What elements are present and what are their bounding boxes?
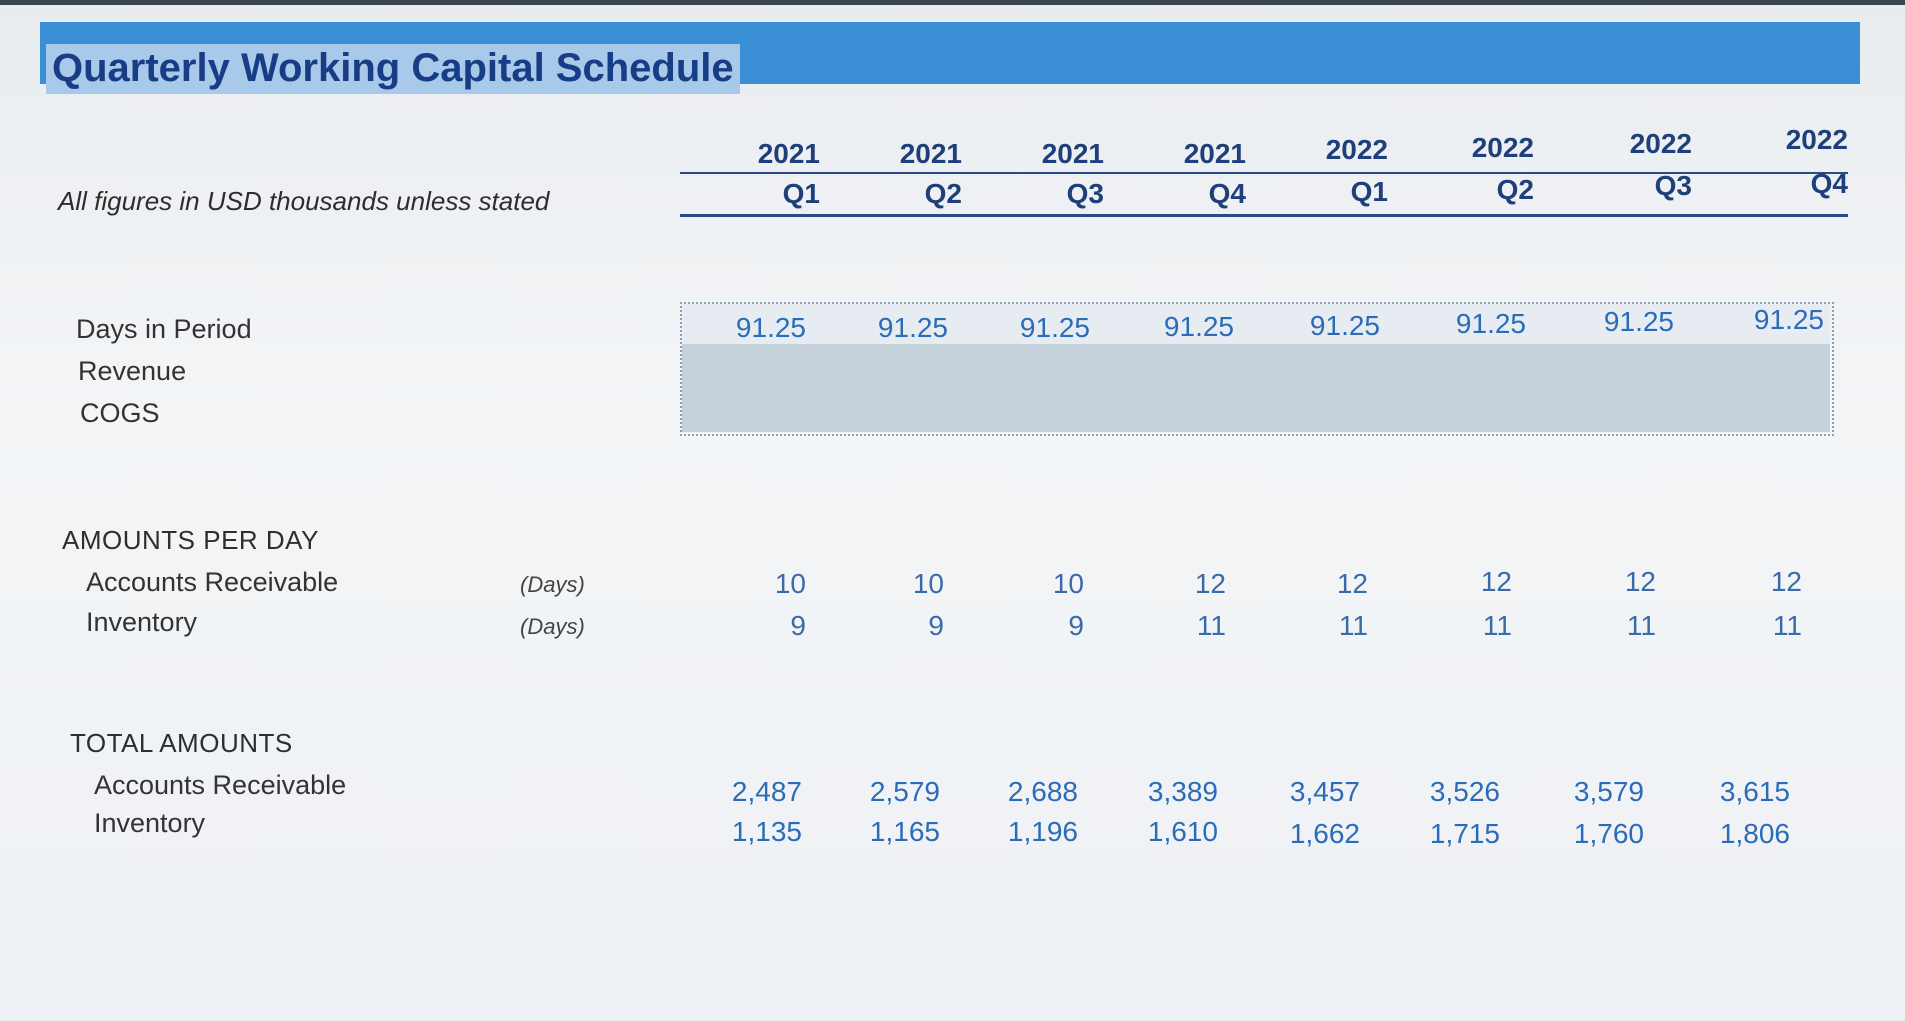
- ta-ar-cell[interactable]: 3,615: [1719, 776, 1790, 807]
- apd-inventory-unit: (Days): [520, 614, 585, 639]
- apd-inventory-cell[interactable]: 9: [1068, 610, 1084, 641]
- days-cell[interactable]: 91.25: [735, 312, 806, 343]
- days-input-row: [682, 304, 1830, 344]
- days-in-period-label: Days in Period: [76, 314, 252, 344]
- units-note: All figures in USD thousands unless stat…: [58, 186, 550, 216]
- ta-inventory-cell[interactable]: 1,165: [869, 816, 940, 847]
- col-quarter: Q4: [1810, 168, 1848, 199]
- ta-ar-cell[interactable]: 2,487: [731, 776, 802, 807]
- ta-ar-cell[interactable]: 3,457: [1289, 776, 1360, 807]
- ta-inventory-cell[interactable]: 1,196: [1007, 816, 1078, 847]
- apd-ar-cell[interactable]: 10: [912, 568, 944, 599]
- cogs-label: COGS: [80, 398, 160, 428]
- revenue-cogs-input-cells[interactable]: [682, 344, 1830, 432]
- col-quarter: Q3: [1654, 170, 1692, 201]
- ta-inventory-cell[interactable]: 1,662: [1289, 818, 1360, 849]
- col-year: 2021: [757, 138, 820, 169]
- apd-inventory-cell[interactable]: 9: [790, 610, 806, 641]
- col-year: 2021: [1041, 138, 1104, 169]
- amounts-per-day-heading: AMOUNTS PER DAY: [62, 525, 319, 555]
- col-quarter: Q1: [1350, 176, 1388, 207]
- days-cell[interactable]: 91.25: [877, 312, 948, 343]
- col-quarter: Q1: [782, 178, 820, 209]
- ta-inventory-cell[interactable]: 1,715: [1429, 818, 1500, 849]
- days-cell[interactable]: 91.25: [1603, 306, 1674, 337]
- ta-inventory-cell[interactable]: 1,806: [1719, 818, 1790, 849]
- col-year: 2021: [899, 138, 962, 169]
- ta-inventory-cell[interactable]: 1,610: [1147, 816, 1218, 847]
- col-quarter: Q3: [1066, 178, 1104, 209]
- sheet-title: Quarterly Working Capital Schedule: [46, 44, 740, 94]
- days-cell[interactable]: 91.25: [1309, 310, 1380, 341]
- header-divider-bottom: [680, 214, 1848, 217]
- apd-ar-label: Accounts Receivable: [86, 567, 339, 597]
- ta-ar-cell[interactable]: 3,579: [1573, 776, 1644, 807]
- col-quarter: Q2: [1496, 174, 1534, 205]
- total-amounts-heading: TOTAL AMOUNTS: [70, 728, 293, 758]
- col-quarter: Q2: [924, 178, 962, 209]
- ta-ar-cell[interactable]: 3,389: [1147, 776, 1218, 807]
- ta-inventory-cell[interactable]: 1,760: [1573, 818, 1644, 849]
- apd-ar-cell[interactable]: 12: [1770, 566, 1802, 597]
- days-cell[interactable]: 91.25: [1163, 311, 1234, 342]
- days-cell[interactable]: 91.25: [1019, 312, 1090, 343]
- ta-inventory-cell[interactable]: 1,135: [731, 816, 802, 847]
- apd-ar-cell[interactable]: 10: [774, 568, 806, 599]
- ta-inventory-label: Inventory: [94, 808, 206, 838]
- apd-inventory-cell[interactable]: 11: [1338, 610, 1368, 641]
- header-divider-top: [680, 172, 1848, 174]
- ta-ar-cell[interactable]: 3,526: [1429, 776, 1500, 807]
- ta-ar-label: Accounts Receivable: [94, 770, 347, 800]
- apd-inventory-label: Inventory: [86, 607, 198, 637]
- input-range-border: [680, 302, 1834, 436]
- apd-ar-cell[interactable]: 12: [1480, 566, 1512, 597]
- apd-ar-cell[interactable]: 12: [1336, 568, 1368, 599]
- apd-ar-cell[interactable]: 10: [1052, 568, 1084, 599]
- revenue-label: Revenue: [78, 356, 187, 386]
- ta-ar-cell[interactable]: 2,579: [869, 776, 940, 807]
- apd-inventory-cell[interactable]: 11: [1482, 610, 1512, 641]
- apd-ar-unit: (Days): [520, 572, 585, 597]
- col-quarter: Q4: [1208, 178, 1246, 209]
- ta-ar-cell[interactable]: 2,688: [1007, 776, 1078, 807]
- apd-ar-cell[interactable]: 12: [1194, 568, 1226, 599]
- days-cell[interactable]: 91.25: [1455, 308, 1526, 339]
- col-year: 2021: [1183, 138, 1246, 169]
- col-year: 2022: [1785, 124, 1848, 155]
- apd-inventory-cell[interactable]: 11: [1196, 610, 1226, 641]
- apd-inventory-cell[interactable]: 9: [928, 610, 944, 641]
- apd-inventory-cell[interactable]: 11: [1626, 610, 1656, 641]
- days-cell[interactable]: 91.25: [1753, 304, 1824, 335]
- col-year: 2022: [1471, 132, 1534, 163]
- apd-inventory-cell[interactable]: 11: [1772, 610, 1802, 641]
- apd-ar-cell[interactable]: 12: [1624, 566, 1656, 597]
- col-year: 2022: [1629, 128, 1692, 159]
- col-year: 2022: [1325, 134, 1388, 165]
- top-border-line: [0, 0, 1905, 5]
